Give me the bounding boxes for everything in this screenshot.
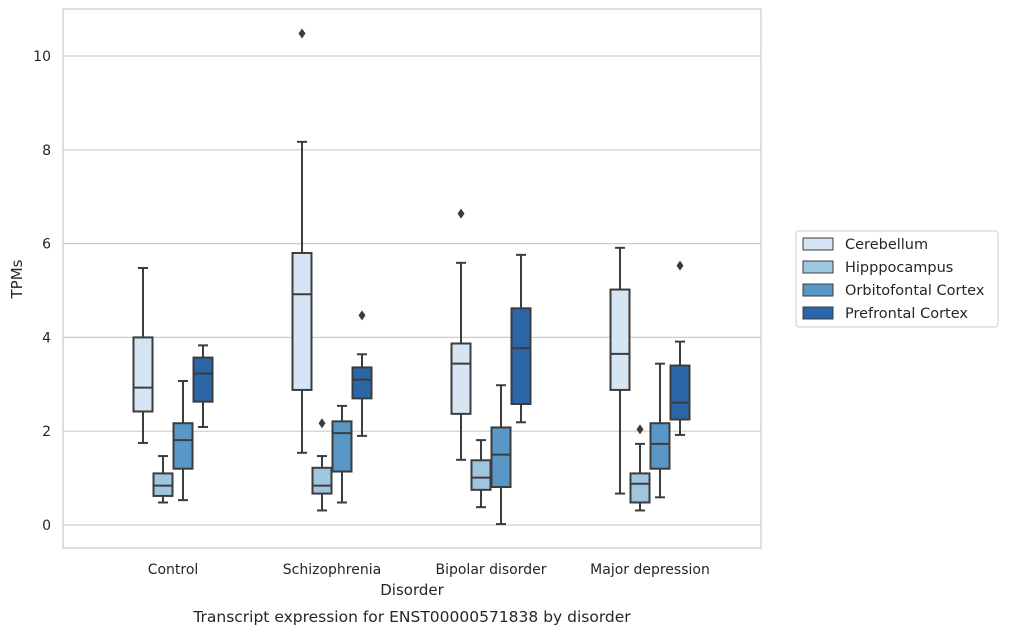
box-iqr bbox=[649, 422, 671, 470]
x-tick-label: Major depression bbox=[590, 562, 710, 578]
plot-frame bbox=[62, 8, 762, 549]
legend: Cerebellum Hipppocampus Orbitofontal Corte… bbox=[795, 230, 999, 328]
outlier-point bbox=[318, 418, 326, 429]
x-tick-label: Bipolar disorder bbox=[435, 562, 546, 578]
box-iqr bbox=[470, 459, 492, 491]
box-hipppocampus bbox=[629, 424, 651, 512]
legend-swatch bbox=[802, 306, 834, 320]
box-prefrontal-cortex bbox=[351, 310, 373, 437]
box-hipppocampus bbox=[470, 439, 492, 509]
box-prefrontal-cortex bbox=[669, 260, 691, 436]
box-iqr bbox=[669, 364, 691, 421]
legend-swatch bbox=[802, 283, 834, 297]
y-tick-label: 0 bbox=[42, 518, 51, 534]
box-iqr bbox=[490, 426, 512, 489]
y-tick-label: 10 bbox=[33, 49, 51, 65]
y-tick-label: 4 bbox=[42, 330, 51, 346]
legend-label: Hipppocampus bbox=[845, 260, 953, 276]
y-tick-labels: 0 2 4 6 8 10 bbox=[33, 49, 51, 534]
outlier-point bbox=[636, 424, 644, 435]
box-iqr bbox=[450, 342, 472, 415]
legend-label: Orbitofontal Cortex bbox=[845, 283, 985, 299]
box-prefrontal-cortex bbox=[192, 344, 214, 428]
box-cerebellum bbox=[132, 266, 154, 444]
box-iqr bbox=[510, 307, 532, 405]
box-iqr bbox=[132, 336, 154, 413]
x-tick-label: Control bbox=[148, 562, 199, 578]
outlier-point bbox=[676, 260, 684, 271]
x-axis-label: Disorder bbox=[380, 581, 444, 599]
box-iqr bbox=[172, 422, 194, 470]
box-orbitofontal-cortex bbox=[172, 380, 194, 502]
box-orbitofontal-cortex bbox=[649, 362, 671, 499]
box-cerebellum bbox=[609, 246, 631, 495]
legend-swatch bbox=[802, 237, 834, 251]
box-iqr bbox=[291, 251, 313, 391]
legend-frame bbox=[795, 230, 999, 328]
box-iqr bbox=[629, 472, 651, 504]
legend-swatch bbox=[802, 260, 834, 274]
box-hipppocampus bbox=[152, 455, 174, 504]
box-prefrontal-cortex bbox=[510, 253, 532, 424]
x-tick-label: Schizophrenia bbox=[283, 562, 381, 578]
box-hipppocampus bbox=[311, 418, 333, 512]
figure-caption: Transcript expression for ENST0000057183… bbox=[192, 608, 631, 626]
box-cerebellum bbox=[450, 208, 472, 461]
box-iqr bbox=[192, 356, 214, 403]
box-orbitofontal-cortex bbox=[331, 404, 353, 504]
y-tick-label: 8 bbox=[42, 143, 51, 159]
y-tick-label: 6 bbox=[42, 237, 51, 253]
outlier-point bbox=[457, 208, 465, 219]
box-iqr bbox=[351, 366, 373, 400]
legend-label: Prefrontal Cortex bbox=[845, 306, 968, 322]
box-cerebellum bbox=[291, 28, 313, 454]
box-marks bbox=[132, 28, 691, 526]
box-iqr bbox=[311, 466, 333, 495]
box-iqr bbox=[609, 288, 631, 391]
box-iqr bbox=[331, 420, 353, 473]
box-orbitofontal-cortex bbox=[490, 384, 512, 526]
x-tick-labels: Control Schizophrenia Bipolar disorder Majo… bbox=[148, 562, 710, 578]
outlier-point bbox=[358, 310, 366, 321]
outlier-point bbox=[298, 28, 306, 39]
legend-label: Cerebellum bbox=[845, 237, 928, 253]
y-tick-label: 2 bbox=[42, 424, 51, 440]
y-axis-label: TPMs bbox=[8, 259, 26, 299]
